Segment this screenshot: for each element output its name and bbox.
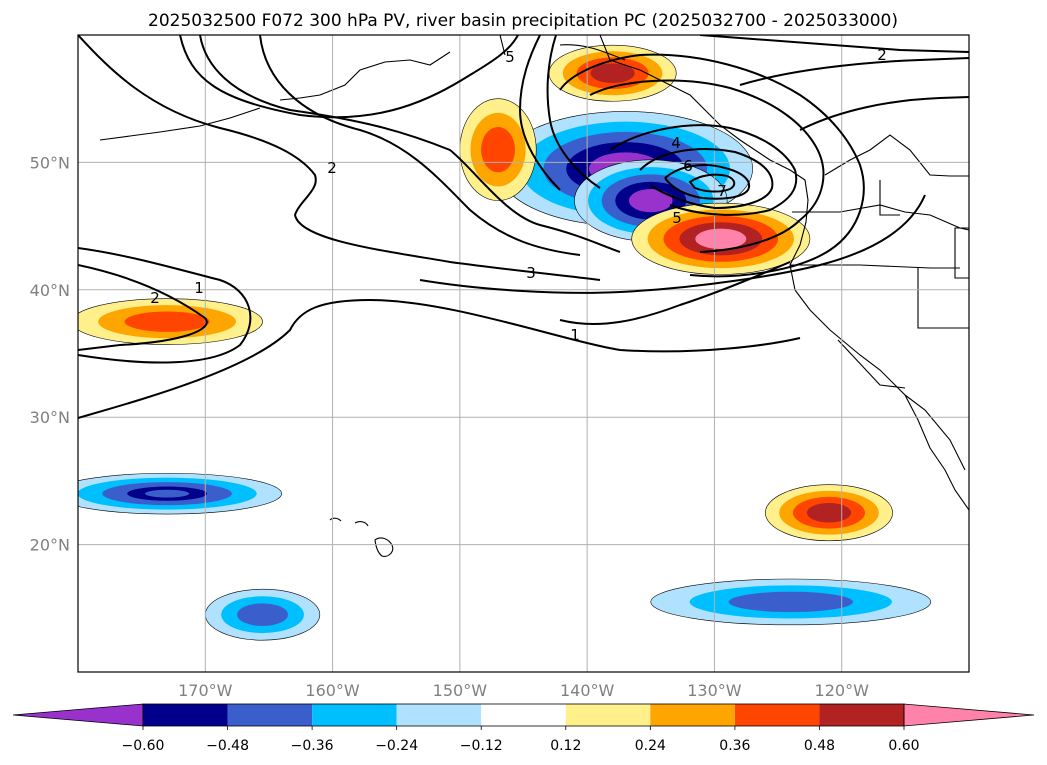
colorbar-tick-label: −0.60 xyxy=(122,738,165,754)
colorbar-tick-label: 0.48 xyxy=(804,738,835,754)
colorbar-tick-label: −0.24 xyxy=(375,738,418,754)
colorbar-extend-high xyxy=(903,703,1035,727)
colorbar-tick-label: 0.36 xyxy=(719,738,750,754)
precip-core-patch xyxy=(757,596,825,608)
contour-label: 3 xyxy=(526,264,536,282)
precip-region xyxy=(78,472,282,515)
precip-core-patch xyxy=(638,194,664,208)
longitude-tick-labels: 170°W 160°W 150°W 140°W 130°W 120°W xyxy=(178,681,869,700)
longitude-tick-label: 170°W xyxy=(178,681,233,700)
contour-label: 2 xyxy=(150,289,160,307)
precip-region xyxy=(548,44,677,102)
colorbar-tick-label: −0.48 xyxy=(206,738,249,754)
colorbar-bin xyxy=(565,704,651,726)
colorbar-tick-label: −0.12 xyxy=(460,738,503,754)
precip-region xyxy=(459,98,537,201)
colorbar-tick-label: 0.12 xyxy=(550,738,581,754)
precip-core-patch xyxy=(706,233,736,245)
latitude-tick-label: 50°N xyxy=(30,153,70,172)
colorbar-bin xyxy=(143,704,228,726)
colorbar-bin xyxy=(481,704,566,726)
colorbar-bin xyxy=(650,704,735,726)
precip-core-patch xyxy=(144,316,190,328)
coastlines xyxy=(99,35,969,557)
contour-label: 6 xyxy=(683,157,693,175)
colorbar xyxy=(12,703,1035,727)
colorbar-bin xyxy=(227,704,313,726)
latitude-tick-label: 20°N xyxy=(30,536,70,555)
pv-contours xyxy=(78,35,969,419)
precip-region xyxy=(765,484,893,542)
contour-label: 1 xyxy=(570,326,580,344)
precip-filled-contours xyxy=(78,44,932,641)
precip-region xyxy=(650,578,932,626)
precip-core-patch xyxy=(145,489,190,498)
colorbar-bin xyxy=(734,704,820,726)
precip-region xyxy=(574,159,728,242)
latitude-tick-label: 30°N xyxy=(30,408,70,427)
contour-label: 1 xyxy=(194,279,204,297)
latitude-tick-label: 40°N xyxy=(30,281,70,300)
precip-region xyxy=(78,298,263,345)
longitude-tick-label: 150°W xyxy=(433,681,488,700)
longitude-tick-label: 130°W xyxy=(687,681,742,700)
colorbar-tick-label: 0.60 xyxy=(888,738,919,754)
map-layer: 1 2 2 3 1 4 6 7 5 5 2 xyxy=(78,35,969,672)
longitude-tick-label: 120°W xyxy=(815,681,870,700)
contour-label: 2 xyxy=(327,159,337,177)
chart-title: 2025032500 F072 300 hPa PV, river basin … xyxy=(148,11,898,31)
graticule xyxy=(78,35,969,672)
latitude-tick-labels: 20°N 30°N 40°N 50°N xyxy=(30,153,70,554)
contour-label: 5 xyxy=(505,48,515,66)
contour-label: 7 xyxy=(717,182,727,200)
colorbar-bin xyxy=(396,704,482,726)
colorbar-bin xyxy=(312,704,397,726)
colorbar-bin xyxy=(819,704,904,726)
colorbar-tick-label: 0.24 xyxy=(635,738,666,754)
colorbar-tick-labels: −0.60 −0.48 −0.36 −0.24 −0.12 0.12 0.24 0.36 0.4… xyxy=(122,726,920,754)
colorbar-tick-label: −0.36 xyxy=(291,738,334,754)
colorbar-outline xyxy=(142,703,905,727)
precip-region xyxy=(204,588,321,641)
contour-label: 5 xyxy=(672,209,682,227)
contour-labels: 1 2 2 3 1 4 6 7 5 5 2 xyxy=(150,46,887,344)
longitude-tick-label: 140°W xyxy=(560,681,615,700)
map-frame xyxy=(77,34,970,673)
longitude-tick-label: 160°W xyxy=(305,681,360,700)
precip-core-patch xyxy=(816,507,842,519)
colorbar-extend-low xyxy=(12,703,144,727)
contour-label: 2 xyxy=(877,46,887,64)
contour-label: 4 xyxy=(671,134,681,152)
precip-core-patch xyxy=(600,67,625,79)
precip-core-patch xyxy=(488,137,508,162)
precip-core-patch xyxy=(248,608,277,621)
